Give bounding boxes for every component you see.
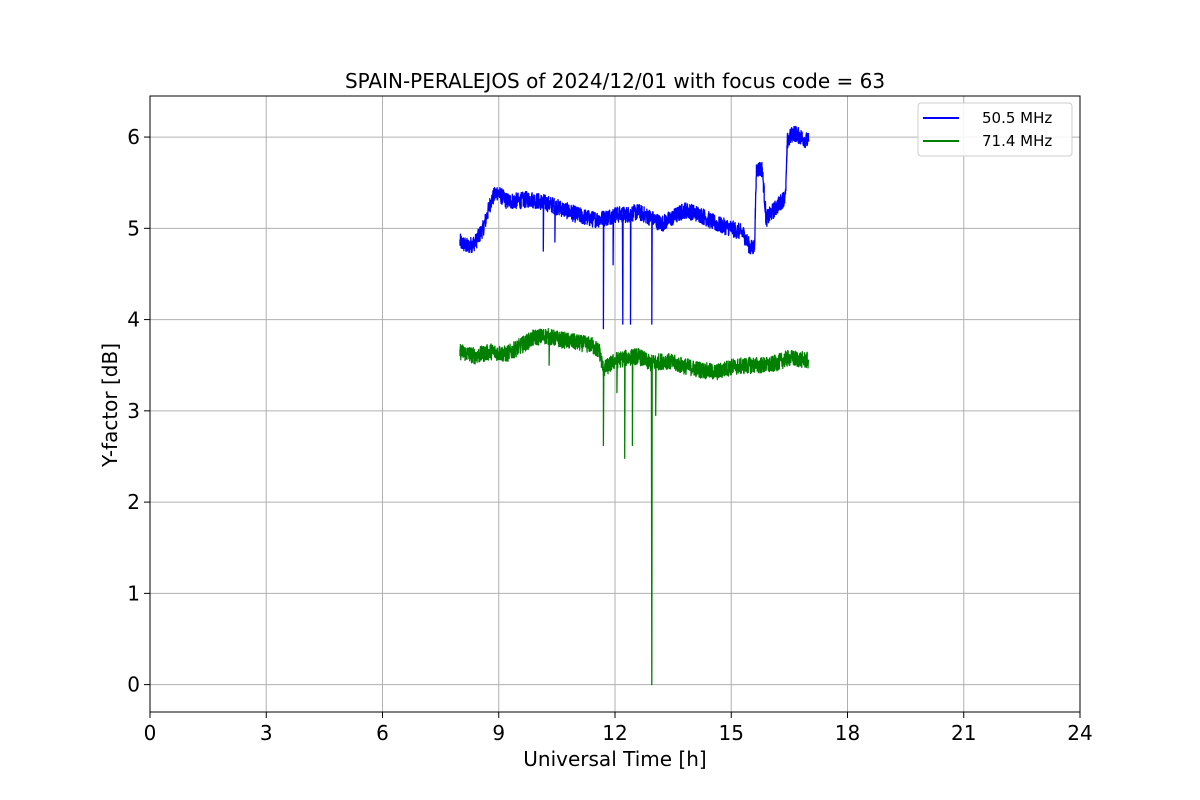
- y-axis-label: Y-factor [dB]: [98, 343, 122, 468]
- x-tick-label: 24: [1067, 721, 1092, 745]
- x-tick-label: 3: [260, 721, 273, 745]
- legend-label-50-5-mhz: 50.5 MHz: [982, 109, 1052, 127]
- series-line-71-4-mhz: [459, 328, 810, 686]
- x-tick-label: 18: [835, 721, 860, 745]
- legend-box: [917, 102, 1073, 157]
- y-tick-label: 4: [127, 308, 140, 332]
- x-tick-label: 6: [376, 721, 389, 745]
- y-tick-label: 6: [127, 125, 140, 149]
- legend-label-71-4-mhz: 71.4 MHz: [982, 132, 1052, 150]
- x-tick-label: 15: [719, 721, 744, 745]
- x-tick-label: 9: [492, 721, 505, 745]
- x-tick-label: 0: [144, 721, 157, 745]
- series-layer: [459, 125, 810, 686]
- series-line-50-5-mhz: [459, 125, 810, 330]
- chart-title: SPAIN-PERALEJOS of 2024/12/01 with focus…: [345, 69, 885, 93]
- y-tick-label: 3: [127, 399, 140, 423]
- x-tick-label: 21: [951, 721, 976, 745]
- legend: 50.5 MHz 71.4 MHz: [917, 102, 1073, 157]
- y-tick-label: 5: [127, 216, 140, 240]
- x-axis-label: Universal Time [h]: [523, 747, 706, 771]
- y-tick-label: 1: [127, 581, 140, 605]
- x-tick-label: 12: [602, 721, 627, 745]
- y-tick-label: 2: [127, 490, 140, 514]
- y-tick-label: 0: [127, 673, 140, 697]
